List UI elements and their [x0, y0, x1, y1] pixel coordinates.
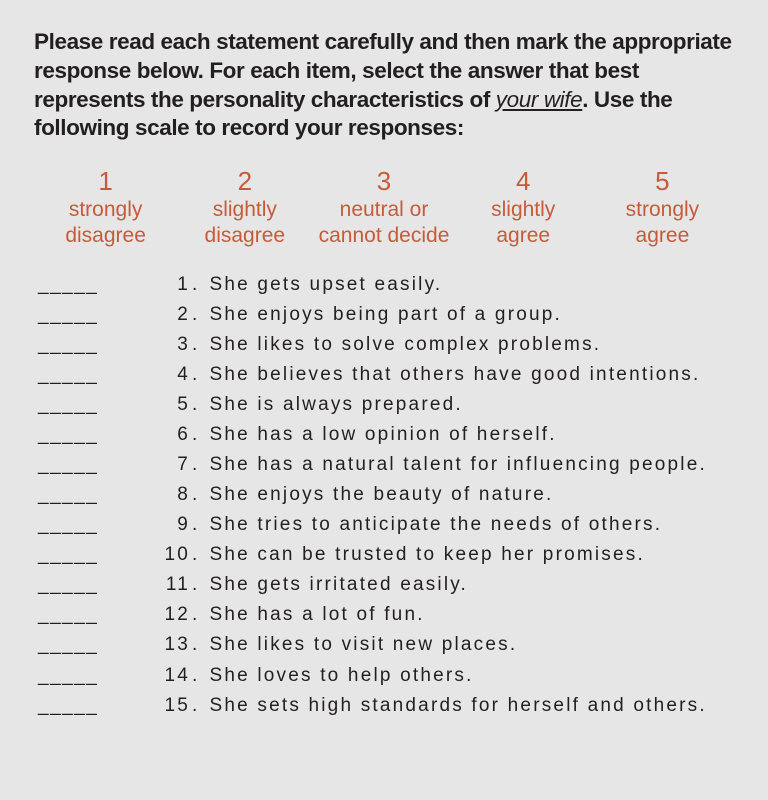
item-dot: .: [192, 510, 209, 540]
item-dot: .: [192, 540, 209, 570]
response-blank[interactable]: _____: [38, 270, 150, 300]
scale-label: strongly disagree: [36, 197, 175, 248]
item-number: 8: [150, 480, 192, 510]
item-dot: .: [192, 300, 209, 330]
item-row: _____ 11. She gets irritated easily.: [38, 570, 734, 600]
questionnaire-items: _____ 1. She gets upset easily. _____ 2.…: [34, 270, 734, 720]
response-blank[interactable]: _____: [38, 300, 150, 330]
scale-num: 2: [175, 167, 314, 197]
response-blank[interactable]: _____: [38, 330, 150, 360]
item-dot: .: [192, 420, 209, 450]
item-text: She likes to solve complex problems.: [209, 330, 734, 360]
item-number: 7: [150, 450, 192, 480]
response-blank[interactable]: _____: [38, 570, 150, 600]
item-row: _____ 2. She enjoys being part of a grou…: [38, 300, 734, 330]
item-row: _____ 8. She enjoys the beauty of nature…: [38, 480, 734, 510]
item-row: _____ 15. She sets high standards for he…: [38, 691, 734, 721]
item-number: 6: [150, 420, 192, 450]
item-text: She has a low opinion of herself.: [209, 420, 734, 450]
response-blank[interactable]: _____: [38, 630, 150, 660]
item-row: _____ 7. She has a natural talent for in…: [38, 450, 734, 480]
response-blank[interactable]: _____: [38, 420, 150, 450]
item-row: _____ 4. She believes that others have g…: [38, 360, 734, 390]
response-blank[interactable]: _____: [38, 600, 150, 630]
item-dot: .: [192, 570, 209, 600]
item-row: _____ 3. She likes to solve complex prob…: [38, 330, 734, 360]
item-text: She has a lot of fun.: [209, 600, 734, 630]
scale-option-2: 2 slightly disagree: [175, 167, 314, 248]
item-number: 11: [150, 570, 192, 600]
scale-num: 1: [36, 167, 175, 197]
item-number: 10: [150, 540, 192, 570]
item-text: She believes that others have good inten…: [209, 360, 734, 390]
response-blank[interactable]: _____: [38, 390, 150, 420]
instructions-block: Please read each statement carefully and…: [34, 28, 734, 143]
item-number: 15: [150, 691, 192, 721]
item-number: 2: [150, 300, 192, 330]
item-text: She enjoys being part of a group.: [209, 300, 734, 330]
item-dot: .: [192, 270, 209, 300]
scale-label: slightly agree: [454, 197, 593, 248]
scale-label: slightly disagree: [175, 197, 314, 248]
scale-num: 3: [314, 167, 453, 197]
scale-label: strongly agree: [593, 197, 732, 248]
scale-num: 5: [593, 167, 732, 197]
response-blank[interactable]: _____: [38, 540, 150, 570]
item-text: She sets high standards for herself and …: [209, 691, 734, 721]
scale-option-3: 3 neutral or cannot decide: [314, 167, 453, 248]
item-row: _____ 13. She likes to visit new places.: [38, 630, 734, 660]
response-blank[interactable]: _____: [38, 360, 150, 390]
item-text: She likes to visit new places.: [209, 630, 734, 660]
item-dot: .: [192, 450, 209, 480]
item-text: She has a natural talent for influencing…: [209, 450, 734, 480]
item-row: _____ 1. She gets upset easily.: [38, 270, 734, 300]
instructions-subject: your wife: [496, 87, 582, 112]
item-dot: .: [192, 691, 209, 721]
item-dot: .: [192, 630, 209, 660]
item-row: _____ 14. She loves to help others.: [38, 661, 734, 691]
item-dot: .: [192, 360, 209, 390]
item-number: 14: [150, 661, 192, 691]
item-text: She tries to anticipate the needs of oth…: [209, 510, 734, 540]
item-number: 5: [150, 390, 192, 420]
item-dot: .: [192, 390, 209, 420]
item-text: She enjoys the beauty of nature.: [209, 480, 734, 510]
scale-option-5: 5 strongly agree: [593, 167, 732, 248]
item-text: She can be trusted to keep her promises.: [209, 540, 734, 570]
item-row: _____ 5. She is always prepared.: [38, 390, 734, 420]
scale-option-4: 4 slightly agree: [454, 167, 593, 248]
scale-num: 4: [454, 167, 593, 197]
likert-scale-legend: 1 strongly disagree 2 slightly disagree …: [34, 167, 734, 248]
item-row: _____ 9. She tries to anticipate the nee…: [38, 510, 734, 540]
item-number: 12: [150, 600, 192, 630]
response-blank[interactable]: _____: [38, 510, 150, 540]
scale-label: neutral or cannot decide: [314, 197, 453, 248]
item-text: She loves to help others.: [209, 661, 734, 691]
item-text: She is always prepared.: [209, 390, 734, 420]
response-blank[interactable]: _____: [38, 661, 150, 691]
response-blank[interactable]: _____: [38, 480, 150, 510]
item-row: _____ 10. She can be trusted to keep her…: [38, 540, 734, 570]
item-row: _____ 12. She has a lot of fun.: [38, 600, 734, 630]
response-blank[interactable]: _____: [38, 691, 150, 721]
item-number: 9: [150, 510, 192, 540]
item-dot: .: [192, 480, 209, 510]
item-number: 4: [150, 360, 192, 390]
item-dot: .: [192, 600, 209, 630]
item-text: She gets upset easily.: [209, 270, 734, 300]
item-number: 13: [150, 630, 192, 660]
item-dot: .: [192, 330, 209, 360]
scale-option-1: 1 strongly disagree: [36, 167, 175, 248]
item-dot: .: [192, 661, 209, 691]
item-number: 1: [150, 270, 192, 300]
item-number: 3: [150, 330, 192, 360]
response-blank[interactable]: _____: [38, 450, 150, 480]
item-row: _____ 6. She has a low opinion of hersel…: [38, 420, 734, 450]
item-text: She gets irritated easily.: [209, 570, 734, 600]
